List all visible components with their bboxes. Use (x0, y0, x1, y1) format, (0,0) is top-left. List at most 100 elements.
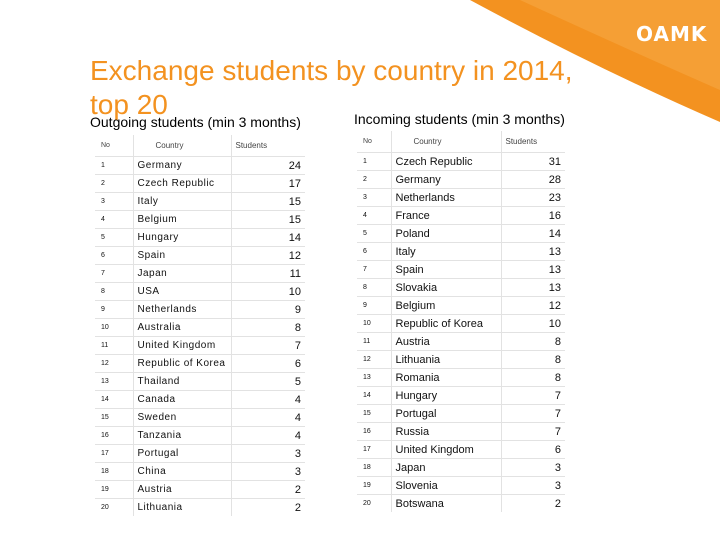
cell-students: 3 (500, 458, 565, 477)
outgoing-table: No Country Students 1 Germany 24 2 Czech Rep… (95, 135, 305, 516)
cell-no: 8 (95, 282, 133, 301)
cell-country: Republic of Korea (132, 354, 231, 373)
oamk-logo: OAMK (636, 22, 708, 46)
cell-country: Canada (132, 390, 231, 409)
cell-country: Japan (132, 264, 231, 283)
table-row: 14 Hungary 7 (357, 386, 565, 405)
outgoing-rows: 1 Germany 24 2 Czech Republic 17 3 Italy 15 4 Belg… (95, 156, 305, 516)
cell-students: 15 (230, 192, 305, 211)
incoming-rows: 1 Czech Republic 31 2 Germany 28 3 Netherlands 2… (357, 152, 565, 512)
cell-country: Spain (390, 260, 501, 279)
cell-no: 6 (357, 242, 391, 261)
cell-no: 9 (357, 296, 391, 315)
cell-no: 7 (95, 264, 133, 283)
incoming-title: Incoming students (min 3 months) (354, 111, 565, 127)
cell-students: 7 (500, 404, 565, 423)
cell-students: 8 (500, 368, 565, 387)
cell-no: 7 (357, 260, 391, 279)
cell-country: United Kingdom (132, 336, 231, 355)
header-no: No (101, 142, 110, 149)
cell-students: 2 (230, 480, 305, 499)
table-row: 15 Portugal 7 (357, 404, 565, 423)
cell-no: 20 (357, 494, 391, 512)
cell-students: 6 (500, 440, 565, 459)
cell-country: Thailand (132, 372, 231, 391)
table-row: 13 Romania 8 (357, 368, 565, 387)
cell-country: Italy (132, 192, 231, 211)
cell-country: Republic of Korea (390, 314, 501, 333)
cell-students: 7 (500, 422, 565, 441)
cell-no: 17 (95, 444, 133, 463)
cell-country: Romania (390, 368, 501, 387)
cell-country: Portugal (390, 404, 501, 423)
table-row: 8 USA 10 (95, 282, 305, 301)
cell-no: 18 (95, 462, 133, 481)
cell-students: 7 (230, 336, 305, 355)
cell-country: France (390, 206, 501, 225)
cell-country: Austria (390, 332, 501, 351)
cell-no: 1 (357, 152, 391, 171)
cell-no: 13 (95, 372, 133, 391)
cell-no: 6 (95, 246, 133, 265)
cell-no: 10 (95, 318, 133, 337)
table-row: 12 Lithuania 8 (357, 350, 565, 369)
cell-country: Hungary (132, 228, 231, 247)
cell-no: 14 (95, 390, 133, 409)
cell-no: 5 (357, 224, 391, 243)
cell-no: 14 (357, 386, 391, 405)
cell-country: Lithuania (390, 350, 501, 369)
table-row: 9 Belgium 12 (357, 296, 565, 315)
table-row: 4 Belgium 15 (95, 210, 305, 229)
table-row: 7 Japan 11 (95, 264, 305, 283)
table-row: 1 Czech Republic 31 (357, 152, 565, 171)
table-row: 3 Italy 15 (95, 192, 305, 211)
table-row: 16 Russia 7 (357, 422, 565, 441)
cell-no: 5 (95, 228, 133, 247)
table-row: 18 Japan 3 (357, 458, 565, 477)
cell-students: 13 (500, 260, 565, 279)
cell-no: 1 (95, 156, 133, 175)
cell-country: Portugal (132, 444, 231, 463)
cell-country: United Kingdom (390, 440, 501, 459)
cell-students: 3 (230, 444, 305, 463)
cell-no: 19 (95, 480, 133, 499)
cell-country: Hungary (390, 386, 501, 405)
table-row: 14 Canada 4 (95, 390, 305, 409)
cell-students: 10 (230, 282, 305, 301)
cell-no: 15 (357, 404, 391, 423)
cell-no: 4 (357, 206, 391, 225)
table-row: 19 Slovenia 3 (357, 476, 565, 495)
cell-no: 20 (95, 498, 133, 516)
outgoing-title: Outgoing students (min 3 months) (90, 114, 301, 130)
cell-no: 8 (357, 278, 391, 297)
cell-no: 17 (357, 440, 391, 459)
cell-students: 24 (230, 156, 305, 175)
header-students: Students (230, 135, 305, 157)
table-row: 2 Germany 28 (357, 170, 565, 189)
cell-students: 4 (230, 426, 305, 445)
cell-country: China (132, 462, 231, 481)
cell-students: 4 (230, 408, 305, 427)
table-row: 6 Italy 13 (357, 242, 565, 261)
table-row: 20 Botswana 2 (357, 494, 565, 512)
cell-students: 12 (500, 296, 565, 315)
cell-no: 12 (357, 350, 391, 369)
cell-no: 16 (95, 426, 133, 445)
incoming-header-row: No Country Students (357, 131, 565, 153)
cell-students: 13 (500, 242, 565, 261)
cell-students: 9 (230, 300, 305, 319)
table-row: 15 Sweden 4 (95, 408, 305, 427)
cell-no: 19 (357, 476, 391, 495)
cell-students: 17 (230, 174, 305, 193)
table-row: 18 China 3 (95, 462, 305, 481)
table-row: 1 Germany 24 (95, 156, 305, 175)
table-row: 12 Republic of Korea 6 (95, 354, 305, 373)
cell-no: 10 (357, 314, 391, 333)
cell-students: 14 (500, 224, 565, 243)
cell-country: Tanzania (132, 426, 231, 445)
cell-no: 9 (95, 300, 133, 319)
cell-no: 3 (357, 188, 391, 207)
table-row: 6 Spain 12 (95, 246, 305, 265)
outgoing-header-row: No Country Students (95, 135, 305, 157)
cell-students: 3 (500, 476, 565, 495)
